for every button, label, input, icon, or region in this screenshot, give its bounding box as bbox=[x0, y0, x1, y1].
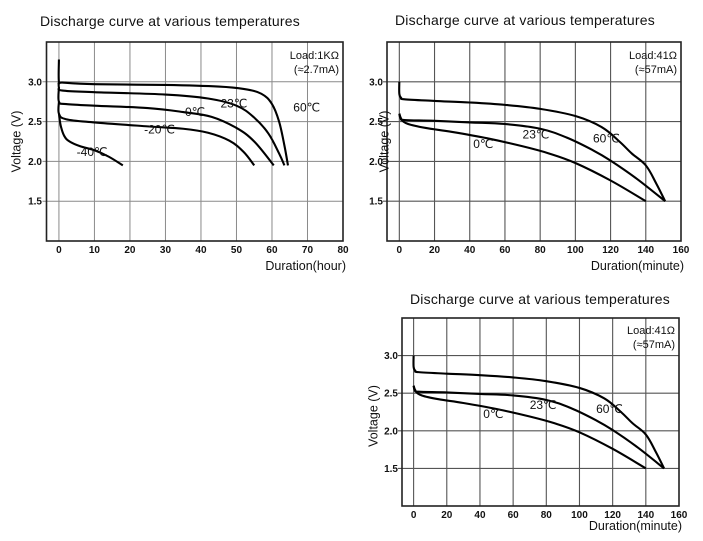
chart2-series-line bbox=[398, 113, 647, 203]
chart2-load-annotation: Load:41Ω bbox=[629, 50, 677, 62]
chart1-xtick-label: 10 bbox=[89, 245, 101, 256]
chart1-series-line bbox=[57, 101, 256, 167]
chart3-series-line bbox=[412, 385, 647, 470]
chart1-ytick-label: 2.5 bbox=[28, 117, 42, 128]
chart1-series-label: -20℃ bbox=[144, 123, 175, 137]
chart2-series-label: 60℃ bbox=[593, 131, 620, 145]
chart3-xtick-label: 140 bbox=[637, 510, 654, 521]
chart3-xtick-label: 20 bbox=[441, 510, 453, 521]
chart1-ytick-label: 1.5 bbox=[28, 197, 42, 208]
chart2-xtick-label: 100 bbox=[567, 245, 584, 256]
chart3-xtick-label: 100 bbox=[571, 510, 588, 521]
chart2-ytick-label: 3.0 bbox=[369, 77, 383, 88]
chart3-grid bbox=[398, 318, 679, 506]
chart1-title: Discharge curve at various temperatures bbox=[40, 13, 300, 29]
chart2-title: Discharge curve at various temperatures bbox=[395, 12, 655, 28]
chart1-xtick-label: 30 bbox=[160, 245, 172, 256]
chart1-series-label: 23℃ bbox=[220, 96, 247, 110]
chart1-series-line bbox=[57, 113, 124, 167]
chart2-ytick-label: 2.5 bbox=[369, 117, 383, 128]
chart3-ytick-label: 2.0 bbox=[384, 426, 398, 437]
chart3-series-line bbox=[412, 385, 665, 470]
chart2-x-axis-label: Duration(minute) bbox=[591, 259, 684, 273]
chart3-ytick-label: 2.5 bbox=[384, 389, 398, 400]
chart3-xtick-label: 80 bbox=[541, 510, 553, 521]
chart2-y-axis-label: Voltage (V) bbox=[377, 111, 391, 173]
chart1-xtick-label: 60 bbox=[266, 245, 278, 256]
chart3-current-annotation: (≈57mA) bbox=[633, 339, 675, 351]
chart2-series-label: 23℃ bbox=[523, 127, 550, 141]
chart2-xtick-label: 60 bbox=[499, 245, 511, 256]
chart2-xtick-label: 80 bbox=[535, 245, 547, 256]
chart2-xtick-label: 160 bbox=[673, 245, 690, 256]
chart3-xtick-label: 60 bbox=[508, 510, 520, 521]
chart1-xtick-label: 20 bbox=[124, 245, 136, 256]
chart1-ytick-label: 3.0 bbox=[28, 77, 42, 88]
chart1-load-annotation: Load:1KΩ bbox=[290, 50, 339, 62]
chart2-xtick-label: 40 bbox=[464, 245, 476, 256]
chart1-xtick-label: 0 bbox=[56, 245, 62, 256]
chart3-series-line bbox=[412, 355, 666, 469]
chart1-plot-frame bbox=[45, 41, 344, 242]
chart1-xtick-label: 50 bbox=[231, 245, 243, 256]
chart3-y-axis-label: Voltage (V) bbox=[366, 385, 380, 447]
chart1-series-label: 60℃ bbox=[293, 100, 320, 114]
chart2-grid bbox=[383, 42, 681, 241]
chart2-xtick-label: 140 bbox=[637, 245, 654, 256]
chart3-load-annotation: Load:41Ω bbox=[627, 325, 675, 337]
chart3-series-label: 23℃ bbox=[530, 398, 557, 412]
chart2-xtick-label: 120 bbox=[602, 245, 619, 256]
chart3-title: Discharge curve at various temperatures bbox=[410, 291, 670, 307]
chart2-series-label: 0℃ bbox=[473, 137, 493, 151]
chart3-xtick-label: 120 bbox=[604, 510, 621, 521]
chart1-series-label: 0℃ bbox=[185, 105, 205, 119]
chart1-x-axis-label: Duration(hour) bbox=[265, 259, 346, 273]
chart2-plot-frame bbox=[386, 41, 682, 242]
chart1-current-annotation: (≈2.7mA) bbox=[294, 64, 339, 76]
chart1-xtick-label: 70 bbox=[302, 245, 314, 256]
chart2-series-line bbox=[398, 81, 667, 202]
chart3-ytick-label: 3.0 bbox=[384, 351, 398, 362]
chart3-xtick-label: 160 bbox=[671, 510, 688, 521]
chart2-xtick-label: 0 bbox=[397, 245, 403, 256]
chart1-xtick-label: 80 bbox=[337, 245, 349, 256]
chart1-series-line bbox=[57, 59, 289, 166]
chart1-ytick-label: 2.0 bbox=[28, 157, 42, 168]
chart3-series-label: 60℃ bbox=[596, 402, 623, 416]
chart2-xtick-label: 20 bbox=[429, 245, 441, 256]
chart2-ytick-label: 1.5 bbox=[369, 197, 383, 208]
chart3-xtick-label: 0 bbox=[411, 510, 417, 521]
chart1-series-label: -40℃ bbox=[77, 145, 108, 159]
chart3-ytick-label: 1.5 bbox=[384, 464, 398, 475]
chart3-plot-frame bbox=[401, 317, 680, 507]
chart1-y-axis-label: Voltage (V) bbox=[9, 111, 23, 173]
chart2-current-annotation: (≈57mA) bbox=[635, 64, 677, 76]
chart2-ytick-label: 2.0 bbox=[369, 157, 383, 168]
chart3-series-label: 0℃ bbox=[483, 407, 503, 421]
chart3-x-axis-label: Duration(minute) bbox=[589, 519, 682, 533]
chart3-xtick-label: 40 bbox=[474, 510, 486, 521]
chart2-series-line bbox=[398, 113, 666, 203]
chart1-series-line bbox=[57, 87, 275, 167]
chart1-xtick-label: 40 bbox=[195, 245, 207, 256]
